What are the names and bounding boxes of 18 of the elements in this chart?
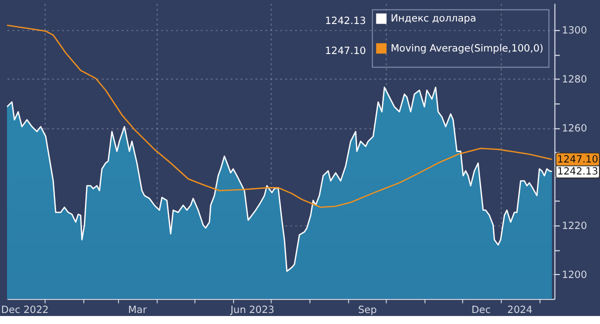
y-tick-label: 1300: [562, 26, 588, 37]
y-tick-label: 1200: [562, 270, 588, 281]
x-tick-label: Mar: [128, 305, 148, 316]
annotation: 1242.13: [324, 16, 366, 28]
y-tick-label: 1260: [562, 123, 588, 134]
annotation: 1247.10: [557, 154, 598, 166]
x-tick-label: Dec 2022: [1, 305, 49, 316]
y-tick-label: 1220: [562, 221, 588, 232]
legend-label: Moving Average(Simple,100,0): [390, 43, 544, 54]
y-tick-label: 1280: [562, 74, 588, 86]
x-tick-label: 2024: [507, 305, 532, 316]
x-tick-label: Dec: [472, 305, 491, 316]
x-tick-label: Sep: [358, 305, 377, 316]
annotation: 1242.13: [557, 166, 598, 178]
x-tick-label: Jun 2023: [229, 305, 274, 316]
annotation: 1247.10: [324, 46, 366, 57]
legend-label: Индекс доллара: [390, 14, 476, 25]
line-series: [6, 24, 553, 208]
